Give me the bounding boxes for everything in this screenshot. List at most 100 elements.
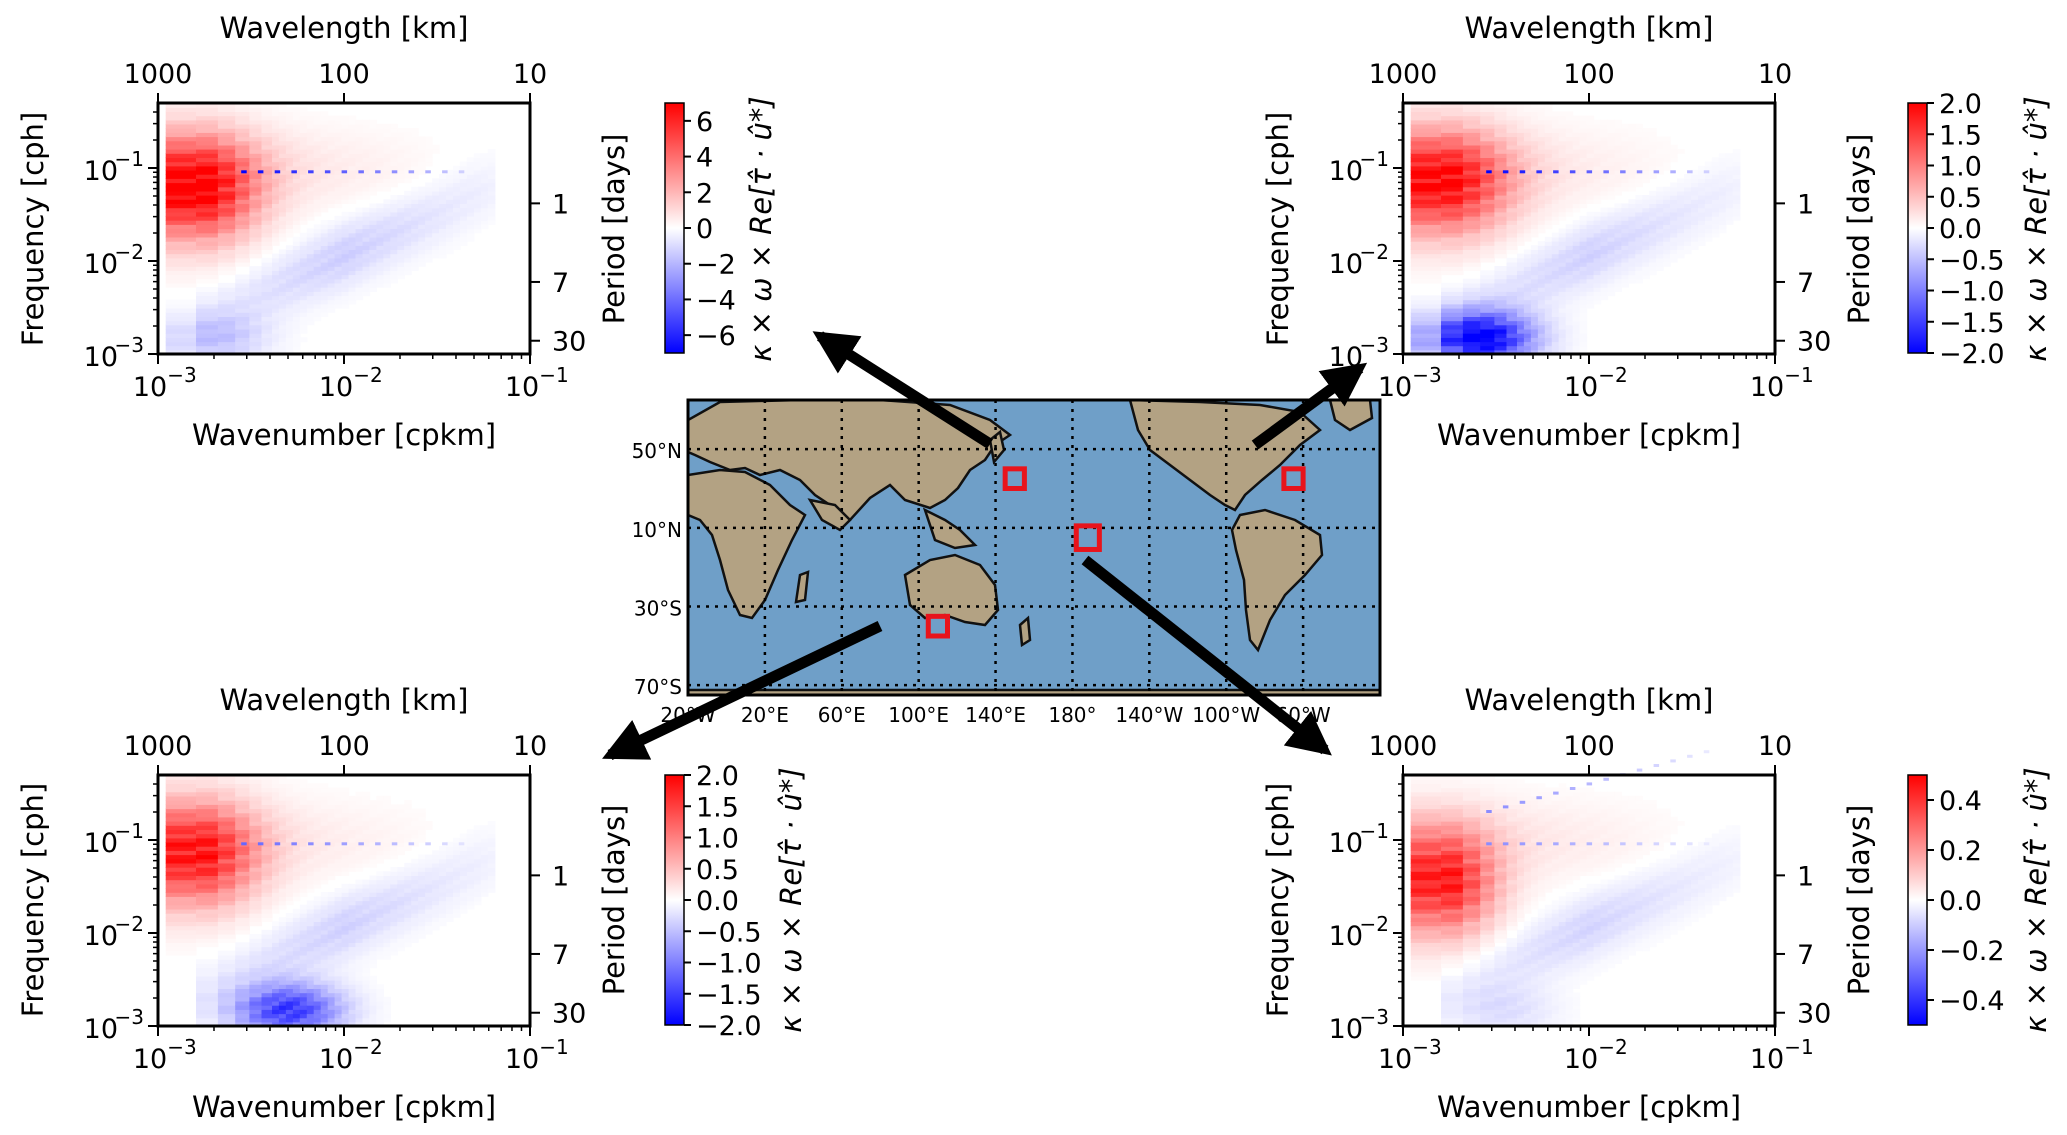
heatmap-cell bbox=[306, 140, 315, 146]
heatmap-cell bbox=[278, 1000, 287, 1006]
heatmap-cell bbox=[278, 795, 287, 801]
heatmap-cell bbox=[299, 257, 308, 263]
heatmap-cell bbox=[1670, 195, 1678, 200]
heatmap-cell bbox=[1607, 232, 1616, 238]
heatmap-cell bbox=[272, 808, 280, 814]
heatmap-cell bbox=[313, 312, 322, 317]
heatmap-cell bbox=[1635, 207, 1643, 213]
heatmap-cell bbox=[249, 119, 263, 125]
colorbar-tick-label: 2.0 bbox=[696, 761, 739, 792]
heatmap-cell bbox=[432, 232, 440, 238]
heatmap-cell bbox=[1410, 837, 1442, 843]
heatmap-cell bbox=[383, 850, 391, 856]
heatmap-cell bbox=[453, 211, 461, 217]
heatmap-cell bbox=[313, 232, 322, 238]
heatmap-cell bbox=[165, 115, 197, 121]
heatmap-cell bbox=[1462, 115, 1481, 121]
heatmap-cell bbox=[1523, 324, 1532, 330]
heatmap-cell bbox=[196, 1009, 219, 1015]
heatmap-cell bbox=[1410, 140, 1442, 146]
heatmap-cell bbox=[249, 888, 263, 893]
heatmap-cell bbox=[249, 282, 263, 288]
heatmap-cell bbox=[355, 274, 364, 280]
heatmap-cell bbox=[1607, 228, 1616, 234]
heatmap-cell bbox=[376, 153, 384, 158]
heatmap-cell bbox=[313, 867, 322, 872]
heatmap-cell bbox=[1410, 278, 1442, 284]
heatmap-cell bbox=[341, 186, 350, 192]
heatmap-cell bbox=[217, 917, 236, 922]
heatmap-cell bbox=[299, 975, 308, 981]
heatmap-cell bbox=[1537, 270, 1546, 276]
heatmap-cell bbox=[1517, 128, 1525, 133]
heatmap-cell bbox=[348, 900, 357, 906]
heatmap-cell bbox=[272, 190, 280, 196]
heatmap-cell bbox=[1732, 178, 1741, 184]
heatmap-cell bbox=[1677, 253, 1685, 259]
heatmap-cell bbox=[376, 942, 384, 948]
heatmap-cell bbox=[278, 854, 287, 860]
heatmap-cell bbox=[425, 207, 433, 213]
heatmap-cell bbox=[292, 207, 301, 213]
heatmap-cell bbox=[1544, 324, 1553, 330]
heatmap-cell bbox=[327, 900, 336, 906]
heatmap-cell bbox=[261, 333, 273, 338]
heatmap-cell bbox=[285, 1000, 294, 1006]
heatmap-cell bbox=[292, 825, 301, 830]
heatmap-cell bbox=[278, 257, 287, 263]
heatmap-cell bbox=[341, 992, 350, 998]
heatmap-cell bbox=[376, 871, 384, 876]
heatmap-cell bbox=[261, 963, 273, 969]
heatmap-cell bbox=[348, 888, 357, 893]
heatmap-cell bbox=[249, 837, 263, 843]
heatmap-cell bbox=[362, 253, 371, 259]
heatmap-cell bbox=[196, 967, 219, 973]
heatmap-cell bbox=[432, 186, 440, 192]
heatmap-cell bbox=[299, 791, 308, 797]
heatmap-cell bbox=[1725, 178, 1734, 184]
heatmap-cell bbox=[196, 111, 219, 117]
heatmap-cell bbox=[1441, 203, 1464, 209]
heatmap-cell bbox=[292, 245, 301, 250]
heatmap-cell bbox=[1517, 282, 1525, 288]
heatmap-cell bbox=[1558, 287, 1567, 292]
right-tick-label: 1 bbox=[1797, 189, 1814, 220]
heatmap-cell bbox=[1621, 123, 1629, 129]
heatmap-cell bbox=[1579, 245, 1588, 250]
heatmap-cell bbox=[272, 988, 280, 994]
heatmap-cell bbox=[1544, 328, 1553, 334]
heatmap-cell bbox=[1494, 295, 1508, 301]
heatmap-cell bbox=[369, 858, 377, 864]
heatmap-cell bbox=[217, 929, 236, 935]
heatmap-cell bbox=[299, 875, 308, 881]
heatmap-cell bbox=[235, 900, 250, 906]
heatmap-cell bbox=[383, 925, 391, 931]
heatmap-cell bbox=[362, 1009, 371, 1015]
heatmap-cell bbox=[362, 896, 371, 902]
heatmap-cell bbox=[1523, 236, 1532, 242]
heatmap-cell bbox=[1537, 144, 1546, 150]
heatmap-cell bbox=[446, 241, 454, 246]
heatmap-cell bbox=[299, 262, 308, 267]
heatmap-cell bbox=[272, 186, 280, 192]
heatmap-cell bbox=[1586, 186, 1595, 192]
heatmap-cell bbox=[383, 879, 391, 885]
heatmap-cell bbox=[1642, 199, 1650, 204]
heatmap-cell bbox=[376, 829, 384, 835]
heatmap-cell bbox=[341, 232, 350, 238]
heatmap-cell bbox=[327, 892, 336, 897]
heatmap-cell bbox=[196, 980, 219, 985]
heatmap-cell bbox=[1506, 115, 1518, 121]
heatmap-cell bbox=[397, 875, 405, 881]
heatmap-cell bbox=[1572, 308, 1581, 313]
heatmap-cell bbox=[418, 136, 426, 142]
heatmap-cell bbox=[1517, 157, 1525, 163]
heatmap-cell bbox=[196, 128, 219, 133]
heatmap-cell bbox=[411, 925, 419, 931]
heatmap-cell bbox=[1677, 190, 1685, 196]
heatmap-cell bbox=[320, 178, 329, 184]
heatmap-cell bbox=[1410, 245, 1442, 250]
heatmap-cell bbox=[235, 1000, 250, 1006]
heatmap-cell bbox=[1607, 257, 1616, 263]
heatmap-cell bbox=[235, 1013, 250, 1019]
